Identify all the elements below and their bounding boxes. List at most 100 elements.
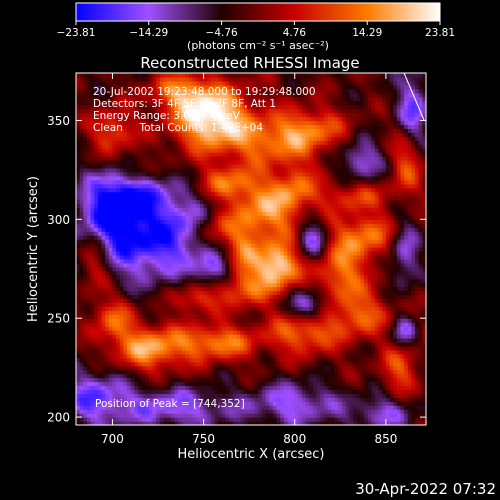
heatmap-cell	[127, 377, 132, 383]
heatmap-cell	[232, 409, 238, 414]
heatmap-cell	[112, 144, 117, 149]
heatmap-cell	[243, 100, 248, 106]
heatmap-cell	[254, 92, 259, 98]
heatmap-cell	[214, 250, 219, 256]
heatmap-cell	[229, 330, 234, 335]
heatmap-cell	[229, 219, 234, 224]
heatmap-cell	[174, 219, 179, 224]
heatmap-cell	[243, 417, 248, 422]
heatmap-cell	[116, 413, 121, 418]
heatmap-cell	[167, 108, 172, 114]
heatmap-cell	[199, 262, 205, 268]
heatmap-cell	[79, 88, 84, 94]
heatmap-cell	[105, 377, 110, 383]
heatmap-cell	[123, 409, 128, 414]
heatmap-cell	[123, 250, 128, 256]
heatmap-cell	[243, 199, 248, 205]
heatmap-cell	[218, 369, 223, 375]
heatmap-cell	[199, 345, 205, 351]
heatmap-cell	[156, 132, 161, 137]
heatmap-cell	[163, 318, 168, 323]
heatmap-cell	[218, 171, 223, 177]
heatmap-cell	[254, 310, 259, 315]
heatmap-cell	[229, 389, 234, 394]
heatmap-cell	[141, 421, 146, 426]
heatmap-cell	[272, 349, 278, 355]
heatmap-cell	[258, 306, 263, 311]
heatmap-cell	[192, 413, 197, 418]
heatmap-cell	[123, 357, 128, 363]
heatmap-cell	[185, 156, 190, 161]
heatmap-cell	[265, 349, 270, 355]
heatmap-cell	[261, 377, 267, 383]
heatmap-cell	[251, 409, 256, 414]
heatmap-cell	[189, 223, 194, 228]
heatmap-cell	[79, 385, 84, 391]
heatmap-cell	[156, 262, 161, 268]
heatmap-cell	[79, 294, 84, 300]
heatmap-cell	[218, 239, 223, 244]
heatmap-cell	[97, 191, 103, 197]
heatmap-cell	[119, 104, 124, 110]
heatmap-cell	[94, 140, 99, 145]
heatmap-cell	[261, 187, 267, 193]
heatmap-cell	[185, 389, 190, 394]
heatmap-cell	[203, 203, 208, 209]
heatmap-cell	[97, 286, 103, 292]
heatmap-cell	[189, 171, 194, 177]
heatmap-cell	[130, 294, 135, 300]
heatmap-cell	[261, 80, 267, 86]
heatmap-cell	[116, 227, 121, 232]
heatmap-cell	[76, 417, 81, 422]
heatmap-cell	[214, 282, 219, 288]
heatmap-cell	[152, 171, 157, 177]
heatmap-cell	[254, 381, 259, 387]
heatmap-cell	[86, 349, 92, 355]
heatmap-cell	[137, 298, 143, 303]
heatmap-cell	[276, 314, 281, 319]
heatmap-cell	[210, 381, 216, 387]
heatmap-cell	[196, 100, 201, 106]
heatmap-cell	[247, 73, 252, 78]
heatmap-cell	[178, 207, 183, 213]
heatmap-cell	[265, 179, 270, 185]
heatmap-cell	[90, 92, 95, 98]
heatmap-cell	[181, 88, 186, 94]
heatmap-cell	[86, 152, 92, 157]
heatmap-cell	[145, 274, 150, 280]
heatmap-cell	[181, 409, 186, 414]
heatmap-cell	[192, 337, 197, 343]
heatmap-cell	[229, 152, 234, 157]
heatmap-cell	[83, 294, 88, 300]
heatmap-cell	[243, 385, 248, 391]
heatmap-cell	[203, 171, 208, 177]
heatmap-cell	[181, 207, 186, 213]
heatmap-cell	[261, 401, 267, 406]
heatmap-cell	[156, 405, 161, 410]
heatmap-cell	[167, 298, 172, 303]
heatmap-cell	[137, 215, 143, 220]
heatmap-cell	[148, 191, 154, 197]
heatmap-cell	[112, 80, 117, 86]
heatmap-cell	[94, 124, 99, 129]
heatmap-cell	[170, 361, 176, 367]
heatmap-cell	[185, 243, 190, 248]
heatmap-cell	[240, 310, 245, 315]
heatmap-cell	[108, 120, 114, 126]
heatmap-cell	[141, 294, 146, 300]
heatmap-cell	[123, 132, 128, 137]
heatmap-cell	[181, 353, 186, 359]
heatmap-cell	[189, 140, 194, 145]
heatmap-cell	[261, 199, 267, 205]
heatmap-cell	[123, 96, 128, 102]
heatmap-cell	[258, 250, 263, 256]
heatmap-cell	[240, 385, 245, 391]
heatmap-cell	[232, 163, 238, 169]
heatmap-cell	[181, 365, 186, 371]
heatmap-cell	[185, 401, 190, 406]
heatmap-cell	[261, 167, 267, 173]
heatmap-cell	[174, 353, 179, 359]
heatmap-cell	[218, 409, 223, 414]
heatmap-cell	[185, 152, 190, 157]
heatmap-cell	[178, 223, 183, 228]
